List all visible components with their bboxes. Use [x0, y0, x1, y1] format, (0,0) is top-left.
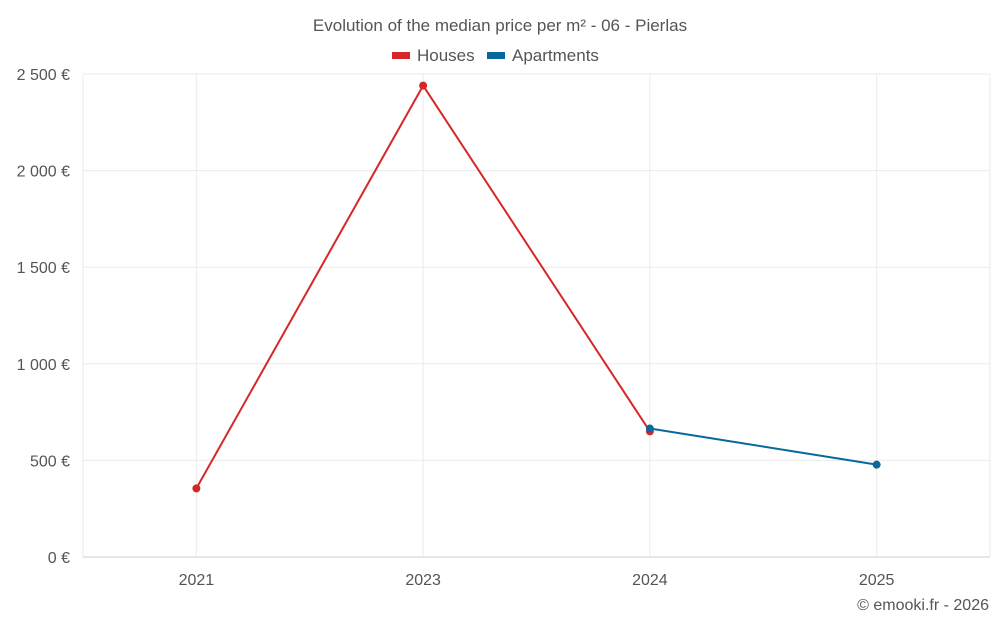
y-tick-label: 2 000 € [17, 164, 70, 181]
y-tick-label: 1 000 € [17, 357, 70, 374]
y-tick-label: 1 500 € [17, 260, 70, 277]
data-point-houses[interactable] [192, 484, 201, 493]
grid [82, 73, 991, 558]
legend: Houses Apartments [392, 46, 599, 65]
chart-title: Evolution of the median price per m² - 0… [313, 16, 687, 35]
series-line-apartments [649, 427, 877, 466]
x-tick-label: 2025 [859, 572, 895, 589]
legend-item-apartments[interactable]: Apartments [487, 46, 599, 65]
data-point-houses[interactable] [419, 81, 428, 90]
y-tick-label: 0 € [48, 550, 70, 567]
legend-item-houses[interactable]: Houses [392, 46, 475, 65]
legend-label-apartments: Apartments [512, 46, 599, 65]
x-tick-label: 2024 [632, 572, 668, 589]
data-point-apartments[interactable] [645, 424, 654, 433]
data-point-apartments[interactable] [872, 460, 881, 469]
legend-swatch-apartments [487, 52, 505, 59]
y-axis: 0 € 500 € 1 000 € 1 500 € 2 000 € 2 500 € [17, 67, 70, 567]
legend-label-houses: Houses [417, 46, 475, 65]
x-tick-label: 2023 [405, 572, 441, 589]
legend-swatch-houses [392, 52, 410, 59]
x-tick-label: 2021 [179, 572, 215, 589]
credit-text: © emooki.fr - 2026 [857, 597, 989, 614]
y-tick-label: 2 500 € [17, 67, 70, 84]
series-layer [192, 81, 881, 493]
y-tick-label: 500 € [30, 453, 70, 470]
x-axis: 2021 2023 2024 2025 [179, 572, 895, 589]
